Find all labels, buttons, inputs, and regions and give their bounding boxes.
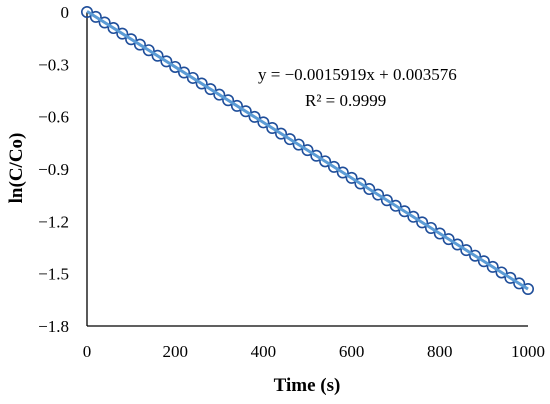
y-tick-label: −0.3	[38, 55, 69, 74]
data-point	[133, 38, 146, 51]
data-point	[380, 194, 393, 207]
x-tick-label: 200	[162, 342, 188, 361]
data-point	[169, 60, 182, 73]
data-point	[345, 171, 358, 184]
y-tick-label: −1.8	[38, 317, 69, 336]
x-tick-label: 1000	[511, 342, 545, 361]
trendline	[86, 10, 529, 291]
data-point	[319, 155, 332, 168]
data-point	[372, 188, 385, 201]
data-point	[354, 177, 367, 190]
data-point	[477, 255, 490, 268]
data-point	[433, 227, 446, 240]
data-point	[460, 244, 473, 257]
data-markers	[81, 6, 534, 296]
data-point	[116, 27, 129, 40]
x-tick-label: 600	[339, 342, 365, 361]
data-point	[521, 283, 534, 296]
data-point	[301, 144, 314, 157]
r-squared-annotation: R² = 0.9999	[305, 91, 386, 110]
equation-annotation: y = −0.0015919x + 0.003576	[258, 65, 457, 84]
data-point	[398, 205, 411, 218]
data-point	[424, 221, 437, 234]
data-point	[363, 183, 376, 196]
data-point	[257, 116, 270, 129]
data-point	[336, 166, 349, 179]
y-tick-label: 0	[61, 3, 70, 22]
data-point	[160, 55, 173, 68]
data-point	[107, 22, 120, 35]
y-tick-label: −0.6	[38, 108, 69, 127]
data-point	[389, 199, 402, 212]
data-point	[407, 210, 420, 223]
data-point	[327, 160, 340, 173]
x-tick-label: 400	[251, 342, 277, 361]
data-point	[266, 122, 279, 135]
data-point	[239, 105, 252, 118]
data-point	[292, 138, 305, 151]
data-point	[213, 88, 226, 101]
data-point	[283, 133, 296, 146]
data-point	[504, 271, 517, 284]
y-tick-label: −0.9	[38, 160, 69, 179]
y-tick-labels: 0 −0.3 −0.6 −0.9 −1.2 −1.5 −1.8	[38, 3, 69, 336]
data-point	[451, 238, 464, 251]
x-tick-label: 800	[427, 342, 453, 361]
y-tick-label: −1.2	[38, 212, 69, 231]
data-point	[495, 266, 508, 279]
data-point	[275, 127, 288, 140]
data-point	[230, 99, 243, 112]
x-tick-label: 0	[83, 342, 92, 361]
data-point	[89, 10, 102, 23]
data-point	[442, 233, 455, 246]
data-point	[204, 83, 217, 96]
data-point	[513, 277, 526, 290]
data-point	[486, 260, 499, 273]
x-axis-title: Time (s)	[274, 375, 341, 396]
data-point	[142, 44, 155, 57]
data-point	[81, 6, 94, 18]
x-tick-labels: 0 200 400 600 800 1000	[83, 342, 545, 361]
data-point	[178, 66, 191, 79]
data-point	[151, 49, 164, 62]
y-axis-title: ln(C/Co)	[6, 133, 27, 204]
data-point	[248, 110, 261, 123]
y-tick-label: −1.5	[38, 265, 69, 284]
data-point	[416, 216, 429, 229]
data-point	[310, 149, 323, 162]
data-point	[186, 71, 199, 84]
data-point	[125, 33, 138, 46]
data-point	[195, 77, 208, 90]
data-point	[98, 16, 111, 29]
data-point	[469, 249, 482, 262]
data-point	[222, 94, 235, 107]
